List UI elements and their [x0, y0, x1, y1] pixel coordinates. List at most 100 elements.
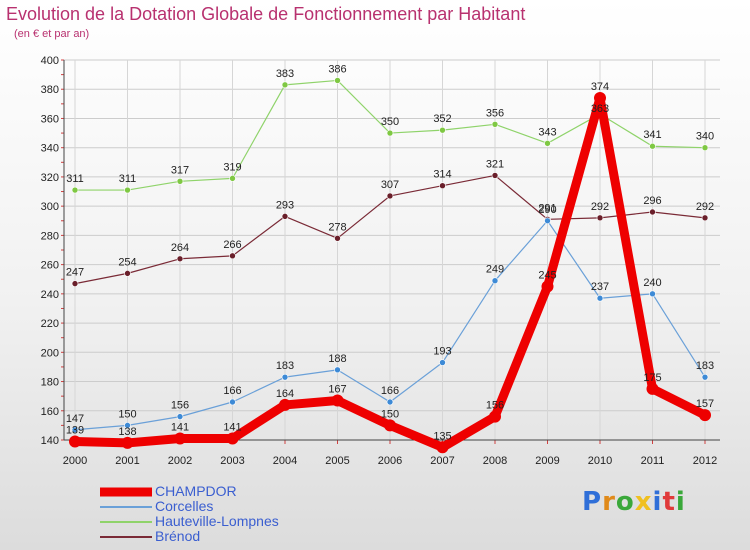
data-label-hauteville-lompnes-2005: 386 — [328, 63, 346, 75]
point-corcelles-2001 — [124, 422, 131, 429]
point-hauteville-lompnes-2006 — [386, 129, 394, 137]
y-tick-label: 200 — [41, 347, 59, 359]
data-label-hauteville-lompnes-2009: 343 — [538, 126, 556, 138]
point-champdor-2005 — [331, 394, 344, 407]
legend-label-corcelles: Corcelles — [155, 498, 214, 514]
data-label-corcelles-2003: 166 — [223, 385, 241, 397]
data-label-champdor-2001: 138 — [118, 426, 136, 438]
point-hauteville-lompnes-2000 — [71, 186, 79, 194]
x-tick-label: 2007 — [430, 455, 454, 467]
point-champdor-2002 — [174, 432, 186, 445]
point-hauteville-lompnes-2004 — [281, 81, 289, 89]
data-label-brenod-2007: 314 — [433, 169, 451, 181]
x-tick-label: 2002 — [168, 455, 192, 467]
point-champdor-2001 — [121, 436, 134, 449]
point-corcelles-2000 — [71, 426, 79, 434]
data-label-hauteville-lompnes-2012: 340 — [696, 131, 714, 143]
x-tick-label: 2006 — [378, 455, 402, 467]
legend-item-champdor: CHAMPDOR — [100, 483, 360, 499]
grid — [64, 59, 720, 441]
data-label-brenod-2001: 254 — [118, 256, 136, 268]
y-tick-label: 220 — [41, 318, 59, 330]
data-label-corcelles-2010: 237 — [591, 281, 609, 293]
x-tick-label: 2008 — [483, 455, 507, 467]
x-tick-label: 2012 — [693, 455, 717, 467]
point-champdor-2000 — [69, 435, 81, 448]
point-corcelles-2009 — [544, 217, 551, 225]
data-labels: 311 311 317 319 383 386 350 352 356 343 341 340 247 2… — [66, 63, 714, 442]
data-label-brenod-2008: 321 — [486, 158, 504, 170]
point-brenod-2000 — [71, 280, 79, 287]
data-label-champdor-2011: 175 — [643, 372, 661, 384]
y-tick-label: 300 — [41, 201, 59, 213]
logo-letter: x — [634, 487, 653, 517]
y-tick-label: 360 — [41, 113, 59, 125]
y-tick-label: 240 — [41, 289, 59, 301]
data-label-champdor-2006: 150 — [381, 408, 399, 420]
point-hauteville-lompnes-2007 — [439, 126, 446, 134]
data-label-hauteville-lompnes-2003: 319 — [223, 161, 241, 173]
legend-label-brenod: Brénod — [155, 528, 201, 544]
axes: 140 160 180 200 220 240 260 280 300 320 340 360 380 4… — [41, 55, 720, 467]
point-brenod-2006 — [386, 192, 394, 200]
point-brenod-2008 — [491, 172, 499, 179]
line-chart: 140 160 180 200 220 240 260 280 300 320 340 360 380 4… — [41, 55, 720, 467]
data-label-champdor-2003: 141 — [223, 422, 241, 434]
point-corcelles-2008 — [491, 277, 499, 284]
point-brenod-2005 — [334, 235, 341, 242]
point-hauteville-lompnes-2002 — [176, 178, 184, 185]
y-tick-label: 380 — [41, 84, 59, 96]
legend-swatch-hauteville-lompnes — [100, 514, 152, 529]
point-corcelles-2002 — [176, 413, 184, 420]
y-tick-label: 180 — [41, 377, 59, 389]
point-champdor-2009 — [541, 280, 554, 293]
x-tick-label: 2003 — [220, 455, 244, 467]
y-tick-label: 140 — [41, 435, 59, 447]
y-tick-label: 340 — [41, 143, 59, 155]
data-label-champdor-2010: 374 — [591, 81, 609, 93]
legend: CHAMPDOR Corcelles Hauteville-Lompnes Br… — [100, 483, 360, 544]
point-hauteville-lompnes-2001 — [124, 186, 131, 194]
point-champdor-2004 — [279, 398, 291, 411]
y-tick-label: 260 — [41, 260, 59, 272]
point-hauteville-lompnes-2012 — [701, 144, 709, 151]
point-hauteville-lompnes-2003 — [229, 175, 236, 182]
data-label-corcelles-2006: 166 — [381, 385, 399, 397]
data-label-brenod-2011: 296 — [643, 195, 661, 207]
x-tick-label: 2011 — [641, 455, 665, 467]
data-label-hauteville-lompnes-2006: 350 — [381, 116, 399, 128]
data-label-champdor-2000: 139 — [66, 424, 84, 436]
data-label-champdor-2002: 141 — [171, 422, 189, 434]
point-corcelles-2011 — [649, 290, 656, 298]
point-brenod-2011 — [649, 208, 656, 216]
data-label-hauteville-lompnes-2001: 311 — [119, 173, 137, 185]
y-tick-label: 320 — [41, 172, 59, 184]
data-label-brenod-2005: 278 — [328, 221, 346, 233]
y-tick-label: 280 — [41, 230, 59, 242]
data-label-hauteville-lompnes-2002: 317 — [171, 164, 189, 176]
point-champdor-2011 — [646, 382, 659, 395]
series-layer — [69, 77, 711, 454]
point-brenod-2004 — [281, 213, 289, 220]
legend-item-hauteville-lompnes: Hauteville-Lompnes — [100, 513, 360, 529]
data-label-champdor-2007: 135 — [433, 430, 451, 442]
proxiti-logo: Proxiti — [582, 487, 686, 517]
data-label-corcelles-2011: 240 — [643, 277, 661, 289]
x-tick-label: 2010 — [588, 455, 612, 467]
x-tick-label: 2009 — [535, 455, 559, 467]
data-label-corcelles-2000: 147 — [66, 413, 84, 425]
legend-label-champdor: CHAMPDOR — [155, 483, 237, 499]
point-brenod-2010 — [596, 214, 604, 222]
legend-item-brenod: Brénod — [100, 528, 360, 544]
data-label-brenod-2009: 291 — [538, 202, 556, 214]
point-corcelles-2012 — [701, 373, 709, 381]
legend-swatch-brenod — [100, 529, 152, 544]
logo-letter: r — [602, 487, 616, 517]
point-champdor-2010 — [594, 92, 606, 104]
x-tick-label: 2001 — [115, 455, 139, 467]
logo-letter: o — [615, 487, 635, 517]
legend-swatch-corcelles — [100, 499, 152, 514]
point-corcelles-2005 — [334, 366, 341, 374]
point-hauteville-lompnes-2009 — [544, 140, 551, 147]
